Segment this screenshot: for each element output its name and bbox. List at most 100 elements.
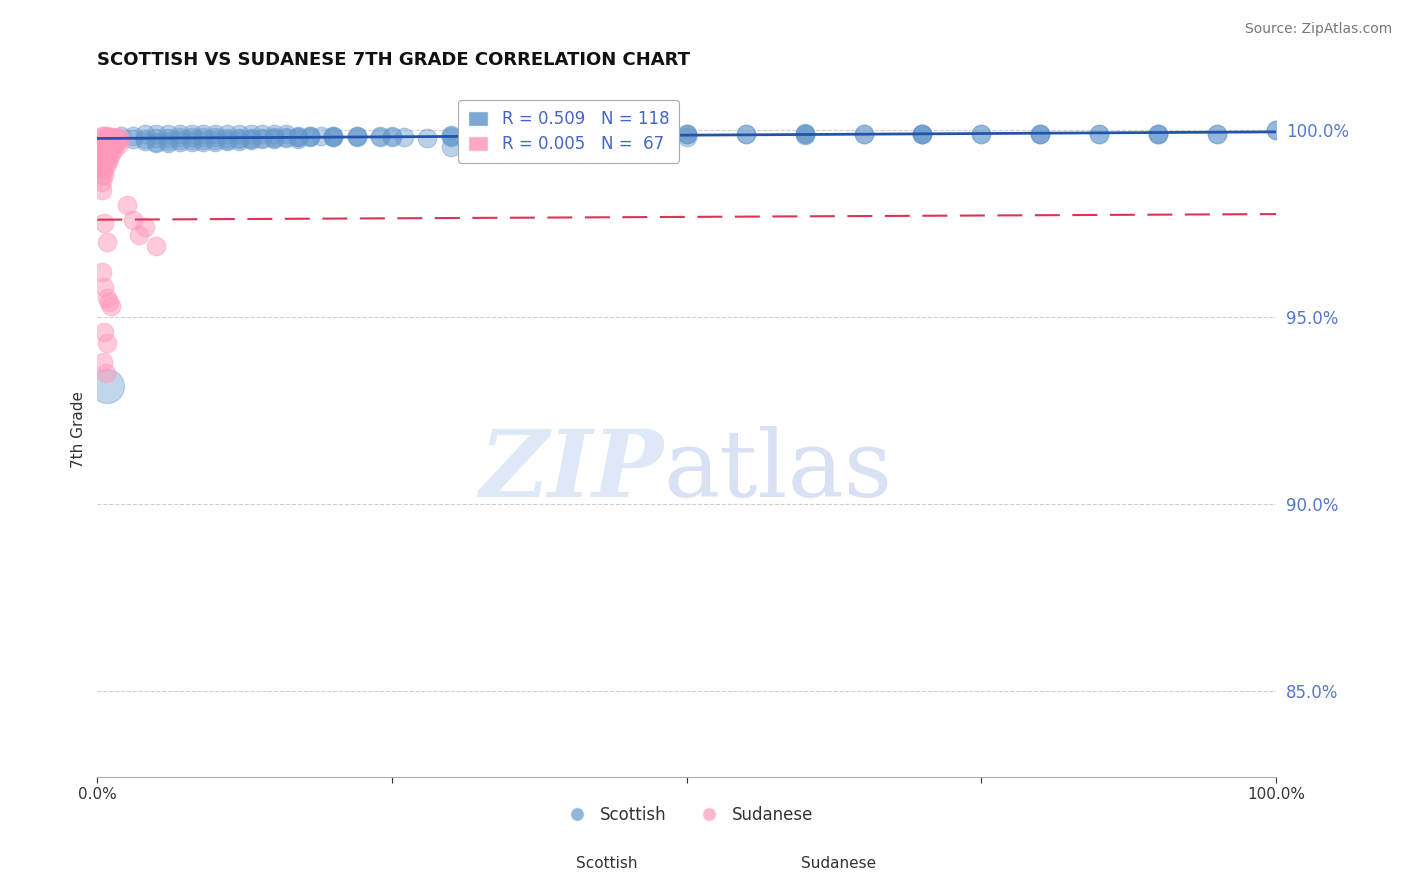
Point	[103, 142, 125, 156]
Point	[105, 130, 128, 145]
Point	[1029, 127, 1052, 141]
Point	[734, 127, 756, 141]
Point	[100, 130, 122, 145]
Point	[911, 127, 934, 141]
Point	[970, 127, 993, 141]
Point	[94, 366, 117, 380]
Point	[157, 131, 180, 145]
Point	[1206, 127, 1229, 141]
Point	[228, 131, 250, 145]
Point	[346, 128, 368, 143]
Point	[793, 128, 815, 143]
Point	[675, 129, 697, 144]
Point	[91, 175, 114, 189]
Point	[100, 147, 122, 161]
Point	[322, 130, 344, 145]
Point	[96, 146, 118, 161]
Point	[852, 127, 875, 141]
Text: Sudanese: Sudanese	[801, 856, 876, 871]
Point	[1147, 127, 1170, 141]
Point	[93, 216, 115, 230]
Point	[852, 127, 875, 141]
Point	[558, 131, 581, 145]
Point	[1088, 127, 1111, 141]
Point	[91, 265, 114, 279]
Point	[793, 126, 815, 140]
Point	[193, 127, 215, 141]
Point	[98, 136, 121, 150]
Point	[93, 162, 115, 177]
Point	[134, 132, 156, 146]
Point	[169, 130, 191, 145]
Point	[204, 130, 226, 145]
Point	[169, 136, 191, 150]
Legend: Scottish, Sudanese: Scottish, Sudanese	[560, 806, 813, 824]
Point	[105, 136, 128, 151]
Point	[157, 134, 180, 148]
Point	[96, 235, 118, 249]
Point	[793, 127, 815, 141]
Point	[298, 128, 321, 143]
Point	[252, 132, 274, 146]
Point	[298, 128, 321, 143]
Point	[970, 127, 993, 141]
Point	[107, 136, 129, 151]
Point	[93, 128, 115, 143]
Point	[193, 135, 215, 149]
Text: Source: ZipAtlas.com: Source: ZipAtlas.com	[1244, 22, 1392, 37]
Point	[381, 128, 404, 143]
Point	[180, 136, 202, 150]
Point	[96, 140, 118, 154]
Point	[215, 133, 238, 147]
Point	[274, 131, 297, 145]
Point	[263, 130, 285, 145]
Point	[440, 140, 463, 154]
Point	[169, 127, 191, 141]
Point	[381, 129, 404, 144]
Point	[93, 280, 115, 294]
Point	[287, 128, 309, 143]
Point	[228, 132, 250, 146]
Point	[121, 128, 143, 143]
Point	[346, 129, 368, 144]
Point	[98, 152, 121, 166]
Point	[98, 295, 121, 310]
Point	[96, 157, 118, 171]
Point	[274, 129, 297, 144]
Point	[91, 183, 114, 197]
Point	[1265, 123, 1288, 137]
Point	[98, 146, 121, 161]
Point	[1029, 127, 1052, 141]
Point	[252, 131, 274, 145]
Point	[911, 127, 934, 141]
Point	[440, 128, 463, 143]
Point	[93, 140, 115, 154]
Point	[91, 355, 114, 369]
Point	[93, 168, 115, 182]
Point	[93, 135, 115, 149]
Point	[911, 127, 934, 141]
Point	[91, 162, 114, 177]
Point	[239, 133, 262, 147]
Point	[110, 128, 132, 143]
Point	[100, 141, 122, 155]
Point	[96, 129, 118, 144]
Point	[440, 130, 463, 145]
Point	[1206, 127, 1229, 141]
Point	[298, 130, 321, 145]
Point	[93, 157, 115, 171]
Point	[96, 152, 118, 166]
Point	[287, 130, 309, 145]
Point	[322, 128, 344, 143]
Point	[91, 145, 114, 160]
Point	[103, 136, 125, 150]
Point	[91, 134, 114, 148]
Point	[110, 131, 132, 145]
Point	[734, 127, 756, 141]
Point	[145, 239, 167, 253]
Point	[134, 134, 156, 148]
Point	[100, 136, 122, 150]
Point	[157, 127, 180, 141]
Text: SCOTTISH VS SUDANESE 7TH GRADE CORRELATION CHART: SCOTTISH VS SUDANESE 7TH GRADE CORRELATI…	[97, 51, 690, 69]
Point	[239, 132, 262, 146]
